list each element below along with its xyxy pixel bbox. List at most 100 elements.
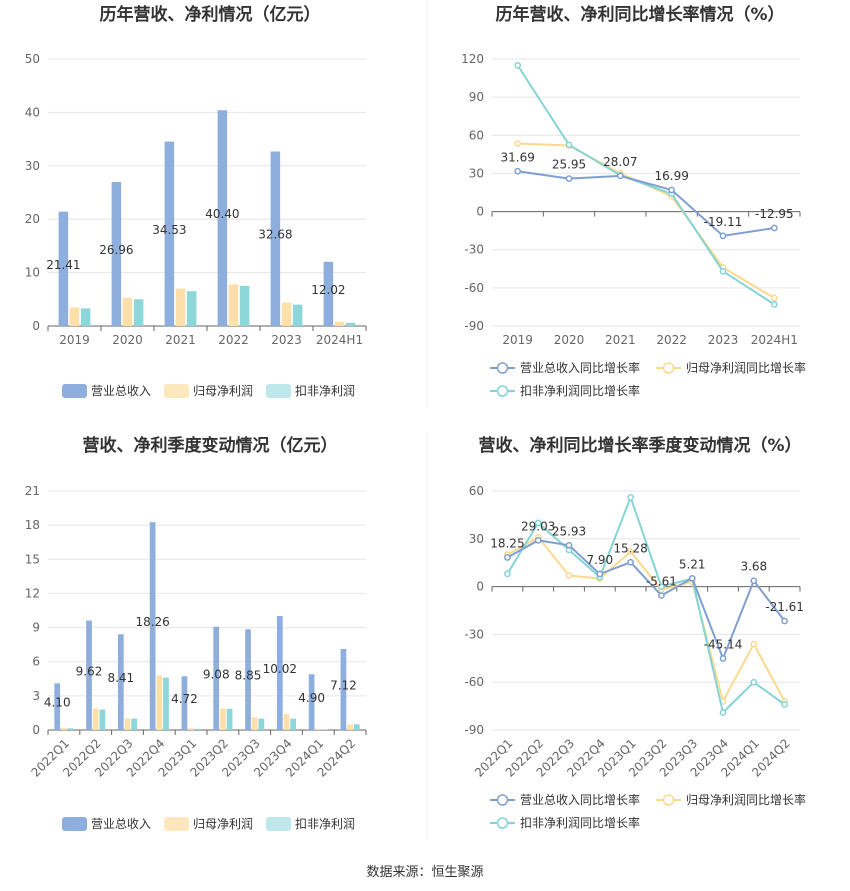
y-tick-label: -60 bbox=[464, 675, 484, 689]
series-point bbox=[658, 592, 665, 599]
bar-net-profit bbox=[334, 321, 345, 326]
bar-revenue bbox=[181, 676, 188, 730]
y-tick-label: 30 bbox=[469, 166, 484, 180]
series-point bbox=[627, 558, 634, 566]
legend-marker bbox=[496, 362, 509, 374]
legend-marker bbox=[496, 385, 509, 397]
y-tick-label: 40 bbox=[25, 105, 40, 119]
line-data-label: -12.95 bbox=[755, 207, 794, 221]
legend-label: 归母净利润 bbox=[193, 817, 253, 831]
y-tick-label: 6 bbox=[32, 655, 40, 669]
chart-title: 营收、净利季度变动情况（亿元） bbox=[83, 435, 338, 456]
bar-net-profit bbox=[92, 708, 99, 730]
bar-data-label: 40.40 bbox=[205, 207, 239, 221]
bar-deducted-profit bbox=[239, 285, 250, 326]
series-point bbox=[616, 172, 624, 180]
line-data-label: 16.99 bbox=[654, 169, 688, 183]
series-point bbox=[750, 640, 758, 648]
series-point bbox=[534, 536, 542, 544]
series-line-revenue-growth bbox=[506, 539, 786, 662]
legend-swatch bbox=[62, 384, 87, 398]
x-tick-label: 2023 bbox=[271, 333, 302, 347]
bar-net-profit bbox=[175, 288, 186, 326]
bar-revenue bbox=[340, 648, 347, 730]
legend-marker bbox=[662, 362, 675, 374]
bar-revenue bbox=[245, 629, 251, 730]
line-data-label: 15.28 bbox=[613, 541, 647, 555]
bar-revenue bbox=[117, 634, 124, 730]
bar-revenue bbox=[149, 522, 156, 730]
series-point bbox=[596, 570, 604, 578]
bar-revenue bbox=[86, 620, 92, 730]
series-line-net-profit-growth bbox=[506, 535, 786, 705]
y-tick-label: 15 bbox=[25, 552, 40, 566]
chart-title: 历年营收、净利情况（亿元） bbox=[100, 4, 321, 25]
bar-deducted-profit bbox=[133, 299, 144, 326]
series-point bbox=[719, 709, 727, 716]
series-point bbox=[719, 267, 727, 275]
y-tick-label: -30 bbox=[464, 243, 484, 257]
bar-deducted-profit bbox=[292, 304, 303, 326]
y-tick-label: 0 bbox=[476, 580, 484, 594]
series-point bbox=[514, 62, 522, 69]
y-tick-label: 0 bbox=[32, 723, 40, 737]
bar-data-label: 34.53 bbox=[152, 223, 186, 237]
bar-data-label: 32.68 bbox=[258, 228, 292, 242]
legend-label: 归母净利润 bbox=[193, 384, 253, 398]
y-tick-label: 3 bbox=[32, 689, 40, 703]
bar-data-label: 8.85 bbox=[235, 669, 262, 683]
line-data-label: 29.03 bbox=[521, 519, 555, 533]
line-data-label: 25.95 bbox=[552, 158, 586, 172]
line-data-label: 18.25 bbox=[490, 537, 524, 551]
series-line-deducted-growth bbox=[516, 64, 775, 306]
series-point bbox=[750, 678, 758, 686]
y-tick-label: -90 bbox=[464, 723, 484, 737]
legend-label: 扣非净利润同比增长率 bbox=[520, 383, 640, 398]
legend-label: 扣非净利润同比增长率 bbox=[520, 815, 640, 830]
bar-revenue bbox=[213, 626, 220, 730]
y-tick-label: 60 bbox=[469, 484, 484, 498]
x-tick-label: 2022 bbox=[218, 333, 249, 347]
bar-data-label: 9.62 bbox=[76, 664, 103, 678]
legend-swatch bbox=[62, 817, 87, 831]
x-tick-label: 2020 bbox=[554, 333, 585, 347]
y-tick-label: 12 bbox=[25, 586, 40, 600]
x-tick-label: 2024H1 bbox=[751, 333, 798, 347]
series-point bbox=[514, 140, 522, 147]
bar-net-profit bbox=[315, 728, 322, 730]
bar-data-label: 4.10 bbox=[44, 696, 71, 710]
line-data-label: 5.21 bbox=[679, 557, 706, 571]
bar-net-profit bbox=[347, 724, 353, 730]
x-tick-label: 2020 bbox=[112, 333, 143, 347]
bar-revenue bbox=[54, 683, 61, 730]
bar-data-label: 12.02 bbox=[311, 283, 345, 297]
legend-marker bbox=[496, 817, 509, 829]
bar-deducted-profit bbox=[226, 708, 233, 730]
data-source-note: 数据来源：恒生聚源 bbox=[366, 865, 483, 880]
bar-deducted-profit bbox=[163, 677, 169, 730]
bar-revenue bbox=[323, 261, 334, 326]
series-point bbox=[534, 519, 542, 527]
series-point bbox=[565, 572, 573, 579]
series-point bbox=[781, 701, 788, 708]
y-tick-label: 20 bbox=[25, 212, 40, 226]
series-point bbox=[719, 232, 727, 240]
bar-revenue bbox=[270, 151, 281, 326]
series-point bbox=[781, 617, 788, 625]
series-point bbox=[770, 301, 778, 308]
legend-marker bbox=[662, 794, 675, 806]
legend-swatch bbox=[266, 817, 291, 831]
bar-deducted-profit bbox=[290, 718, 297, 730]
chart-title: 历年营收、净利同比增长率情况（%） bbox=[495, 4, 784, 25]
x-tick-label: 2021 bbox=[165, 333, 196, 347]
legend-swatch bbox=[266, 384, 291, 398]
line-data-label: -19.11 bbox=[704, 215, 743, 229]
bar-revenue bbox=[308, 674, 315, 730]
series-point bbox=[719, 655, 727, 662]
bar-data-label: 26.96 bbox=[99, 243, 133, 257]
line-data-label: -5.61 bbox=[646, 575, 677, 589]
y-tick-label: -90 bbox=[464, 319, 484, 333]
series-point bbox=[770, 224, 778, 232]
x-tick-label: 2022 bbox=[656, 333, 687, 347]
